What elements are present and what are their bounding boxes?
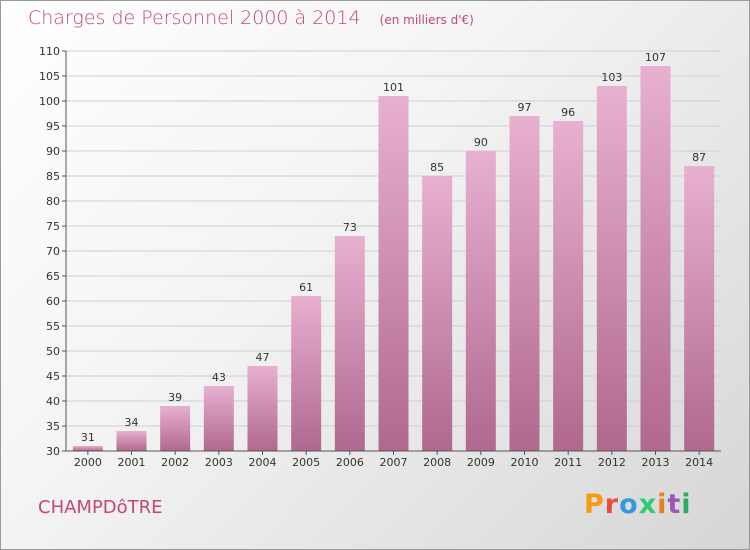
x-tick-label: 2014 [685,456,713,469]
y-tick-label: 75 [46,220,60,233]
y-tick-label: 90 [46,145,60,158]
data-label: 97 [518,101,532,114]
data-label: 43 [212,371,226,384]
y-tick-label: 110 [39,45,60,58]
x-tick-label: 2010 [511,456,539,469]
data-label: 101 [383,81,404,94]
data-label: 87 [692,151,706,164]
data-label: 47 [256,351,270,364]
y-tick-label: 45 [46,370,60,383]
bar-2012 [596,86,627,451]
data-label: 107 [645,51,666,64]
bar-2009 [465,151,496,451]
data-label: 31 [81,431,95,444]
y-tick-label: 50 [46,345,60,358]
y-tick-label: 80 [46,195,60,208]
data-label: 96 [561,106,575,119]
logo-letter: o [619,489,639,520]
y-tick-label: 105 [39,70,60,83]
bar-2002 [160,406,191,451]
data-label: 73 [343,221,357,234]
chart-subtitle: (en milliers d'€) [379,13,474,27]
x-tick-label: 2005 [292,456,320,469]
x-tick-label: 2009 [467,456,495,469]
data-label: 85 [430,161,444,174]
y-tick-label: 95 [46,120,60,133]
bar-2004 [247,366,278,451]
bar-2007 [378,96,409,451]
logo-letter: r [604,489,620,520]
x-tick-label: 2003 [205,456,233,469]
chart-title: Charges de Personnel 2000 à 2014 [28,7,361,29]
y-tick-label: 40 [46,395,60,408]
bars: 31 34 39 43 47 61 73 101 85 90 97 96 103 107 87 [72,51,715,451]
x-tick-label: 2007 [380,456,408,469]
axes: 30 35 40 45 50 55 60 65 70 75 80 85 90 95 100 105 110 200… [39,45,721,469]
x-tick-label: 2002 [161,456,189,469]
x-tick-label: 2008 [423,456,451,469]
y-tick-label: 55 [46,320,60,333]
y-tick-label: 60 [46,295,60,308]
bar-2014 [684,166,715,451]
x-tick-label: 2013 [642,456,670,469]
y-tick-label: 85 [46,170,60,183]
logo-letter: i [657,489,668,520]
logo-letter: t [667,489,682,520]
y-tick-label: 35 [46,420,60,433]
bar-2013 [640,66,671,451]
x-tick-label: 2012 [598,456,626,469]
data-label: 61 [299,281,313,294]
bar-2011 [553,121,584,451]
bar-2010 [509,116,540,451]
x-tick-label: 2011 [554,456,582,469]
y-tick-label: 65 [46,270,60,283]
commune-name: CHAMPDôTRE [38,497,163,518]
bar-2000 [72,446,103,451]
x-tick-label: 2006 [336,456,364,469]
y-tick-label: 30 [46,445,60,458]
proxiti-logo[interactable]: Proxiti [584,489,692,520]
bar-2008 [422,176,453,451]
x-tick-label: 2004 [249,456,277,469]
bar-2003 [203,386,234,451]
bar-2006 [334,236,365,451]
bar-2001 [116,431,147,451]
title-row: Charges de Personnel 2000 à 2014 (en mil… [28,7,474,29]
x-tick-label: 2000 [74,456,102,469]
logo-letter: P [584,489,605,520]
data-label: 34 [125,416,139,429]
y-tick-label: 100 [39,95,60,108]
data-label: 103 [601,71,622,84]
logo-letter: i [681,489,692,520]
x-tick-label: 2001 [118,456,146,469]
data-label: 39 [168,391,182,404]
data-label: 90 [474,136,488,149]
y-tick-label: 70 [46,245,60,258]
logo-letter: x [638,489,658,520]
bar-2005 [291,296,322,451]
